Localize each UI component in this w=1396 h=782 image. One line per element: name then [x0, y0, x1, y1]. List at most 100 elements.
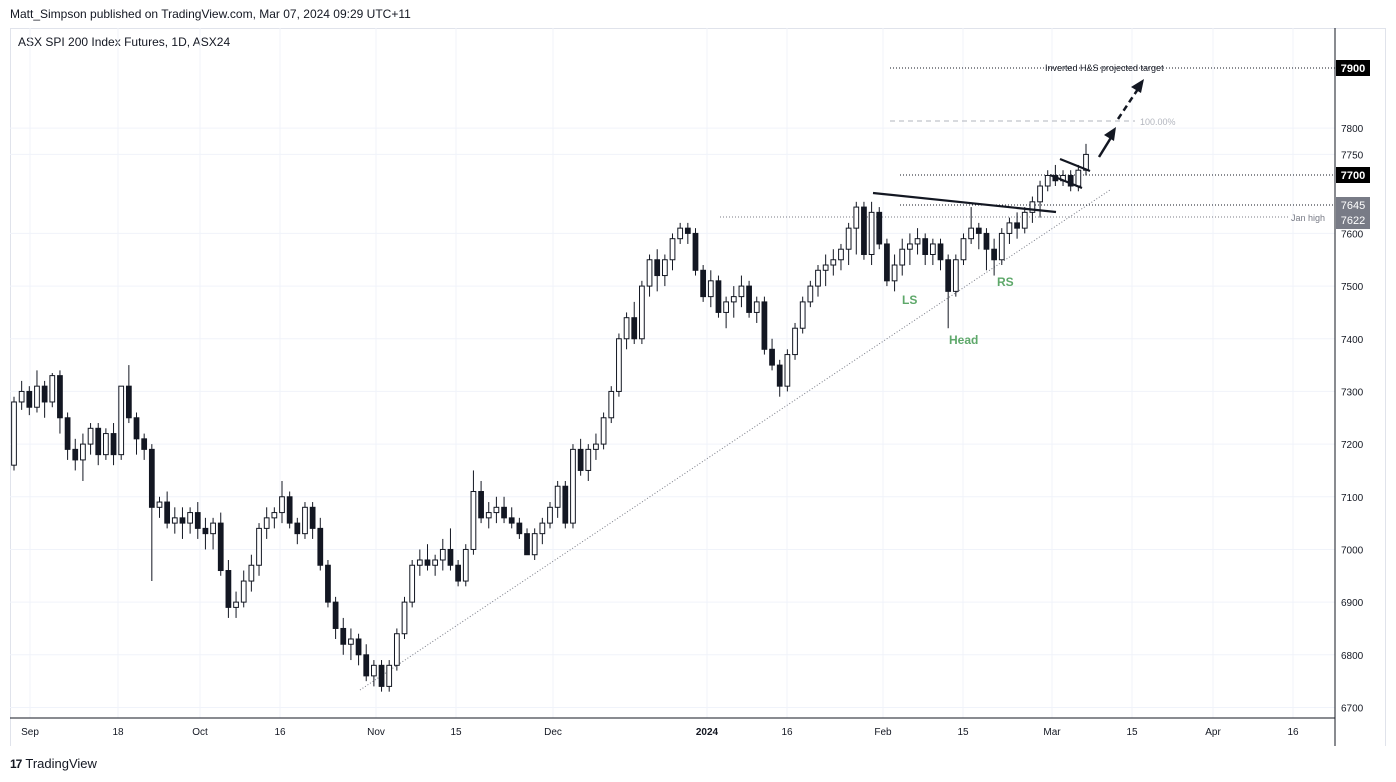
- candle-body: [309, 506, 316, 529]
- candle-body: [286, 496, 293, 524]
- candle: [355, 633, 362, 666]
- candle-body: [1021, 211, 1028, 229]
- target-label: Inverted H&S projected target: [1045, 63, 1164, 73]
- candle-body: [317, 527, 324, 566]
- candle: [784, 349, 791, 392]
- candle-body: [738, 285, 745, 298]
- y-tick-label: 7300: [1341, 387, 1364, 398]
- candle-body: [164, 501, 171, 524]
- candle: [217, 512, 224, 576]
- candle: [891, 254, 898, 292]
- candle-body: [386, 664, 393, 687]
- candle-body: [700, 269, 707, 298]
- candle-body: [217, 522, 224, 572]
- candle: [179, 507, 186, 539]
- candle: [1014, 212, 1020, 239]
- tradingview-logo-icon: 17: [10, 756, 22, 771]
- grid: [10, 28, 1335, 718]
- publisher-caption: Matt_Simpson published on TradingView.co…: [10, 7, 411, 21]
- candle-body: [179, 517, 186, 524]
- candle-body: [41, 385, 48, 403]
- x-tick-label: Nov: [367, 727, 385, 738]
- chart-frame: [10, 28, 1386, 746]
- rising-trendline: [359, 189, 1111, 691]
- candle-body: [715, 280, 722, 313]
- candle-body: [72, 448, 79, 461]
- candle: [868, 201, 875, 266]
- badge-gray-bg: [1336, 197, 1370, 229]
- pattern-overlays: Inverted H&S projected target 100.00% Ja…: [872, 63, 1325, 347]
- candle-body: [455, 564, 461, 582]
- candle-body: [753, 301, 760, 313]
- candle-body: [815, 269, 821, 287]
- candle-body: [171, 517, 178, 524]
- candle-body: [279, 496, 285, 514]
- candle-body: [156, 501, 163, 508]
- candle: [531, 528, 538, 560]
- candle: [876, 207, 883, 250]
- candle-body: [608, 390, 615, 419]
- candle: [141, 433, 148, 460]
- x-tick-label: 15: [450, 727, 462, 738]
- candle-body: [148, 448, 155, 508]
- candle: [1067, 170, 1074, 192]
- head-label: Head: [949, 333, 978, 347]
- candle-body: [1067, 174, 1074, 187]
- candle: [669, 233, 676, 271]
- x-tick-label: 16: [781, 727, 793, 738]
- footer-brand[interactable]: 17 TradingView: [10, 756, 97, 771]
- candle: [409, 559, 416, 608]
- candle: [715, 275, 722, 318]
- candle-body: [914, 238, 921, 245]
- candle: [210, 517, 216, 550]
- candle-body: [792, 327, 798, 356]
- candle-body: [692, 232, 699, 271]
- candle-body: [363, 654, 370, 677]
- candle: [57, 370, 63, 434]
- candle: [164, 491, 171, 529]
- candle-body: [830, 259, 837, 266]
- candle-body: [684, 227, 691, 234]
- candle: [348, 628, 354, 661]
- arrow-dashed-shaft: [1116, 88, 1140, 120]
- candle: [401, 596, 408, 639]
- candle: [302, 502, 308, 539]
- candle-body: [325, 564, 331, 603]
- candle: [187, 507, 193, 534]
- candle: [386, 660, 393, 692]
- candle: [769, 338, 775, 371]
- candle: [432, 554, 439, 576]
- candle: [822, 254, 829, 287]
- price-badges: 7900 7700 7645 7622: [1336, 60, 1370, 229]
- badge-7645: 7645: [1341, 200, 1365, 212]
- jan-high-label: Jan high: [1291, 213, 1325, 223]
- x-tick-label: 15: [957, 727, 969, 738]
- candle: [317, 517, 324, 571]
- candle-body: [776, 364, 783, 387]
- candle-body: [462, 548, 469, 582]
- candle: [72, 438, 79, 471]
- candle-body: [562, 485, 569, 524]
- candle: [884, 238, 890, 287]
- candle: [952, 254, 959, 297]
- candle: [799, 296, 806, 334]
- candle-body: [18, 390, 25, 403]
- candle-body: [822, 264, 829, 271]
- candle-body: [103, 433, 109, 456]
- candle: [746, 280, 752, 318]
- candle-body: [26, 390, 33, 408]
- candle-body: [493, 506, 500, 514]
- y-tick-label: 7600: [1341, 229, 1364, 240]
- candle-body: [256, 527, 262, 566]
- arrow-dashed-head: [1131, 79, 1144, 93]
- candle: [646, 254, 653, 297]
- candle: [118, 385, 125, 460]
- candle-body: [547, 506, 553, 524]
- badge-7900-bg: [1336, 60, 1370, 76]
- candle-body: [761, 301, 768, 350]
- candle: [753, 296, 760, 323]
- candle-body: [968, 227, 975, 240]
- candle: [447, 528, 454, 571]
- badge-7700: 7700: [1341, 170, 1365, 182]
